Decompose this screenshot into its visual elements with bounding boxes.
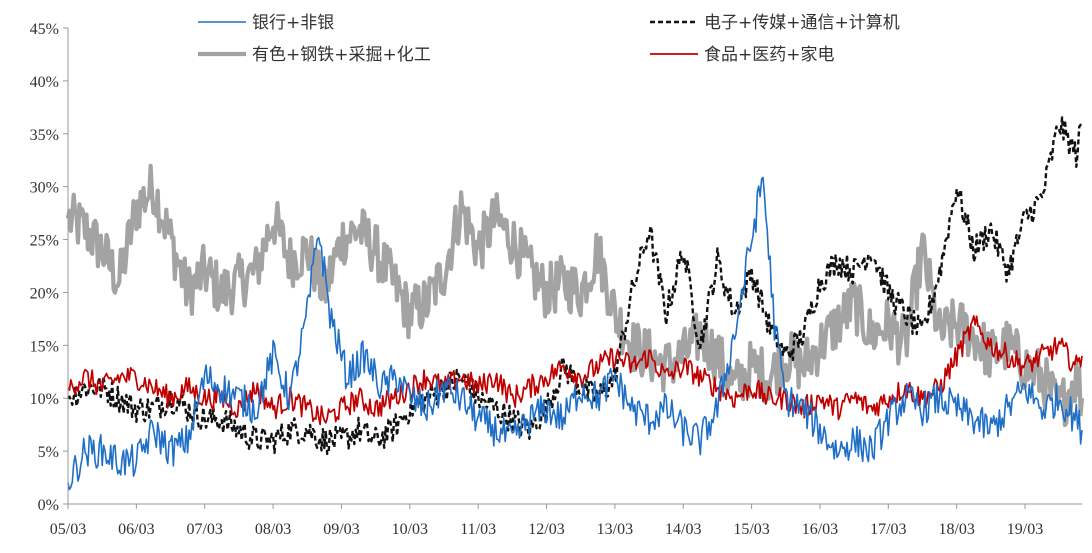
legend-label-0: 银行+非银 (252, 13, 334, 33)
x-tick-label: 07/03 (186, 521, 222, 538)
x-tick-label: 09/03 (323, 521, 359, 538)
legend-label-2: 有色+钢铁+采掘+化工 (252, 45, 431, 65)
y-tick-label: 30% (30, 180, 59, 197)
x-tick-label: 11/03 (460, 521, 496, 538)
x-tick-label: 08/03 (255, 521, 291, 538)
x-tick-label: 15/03 (733, 521, 769, 538)
series-line-2 (65, 163, 1085, 428)
y-tick-label: 45% (30, 21, 59, 38)
y-tick-label: 0% (38, 497, 59, 514)
y-tick-label: 10% (30, 391, 59, 408)
x-ticks: 05/03 06/03 07/03 08/03 09/03 10/03 11/03 12/03… (50, 504, 1043, 538)
series-line-3 (67, 315, 1083, 426)
x-tick-label: 06/03 (118, 521, 154, 538)
series-line-0 (67, 176, 1083, 491)
x-tick-label: 13/03 (597, 521, 633, 538)
x-tick-label: 10/03 (392, 521, 428, 538)
series-layer (65, 116, 1085, 491)
y-tick-label: 15% (30, 338, 59, 355)
series-line-1 (67, 116, 1083, 456)
x-tick-label: 14/03 (665, 521, 701, 538)
y-ticks: 0% 5% 10% 15% 20% 25% 30% 35% 40% 45% (30, 21, 68, 514)
y-tick-label: 40% (30, 74, 59, 91)
legend-label-1: 电子+传媒+通信+计算机 (704, 13, 900, 33)
x-tick-label: 17/03 (870, 521, 906, 538)
y-tick-label: 20% (30, 285, 59, 302)
x-tick-label: 12/03 (528, 521, 564, 538)
x-tick-label: 05/03 (50, 521, 86, 538)
x-tick-label: 16/03 (802, 521, 838, 538)
x-tick-label: 18/03 (938, 521, 974, 538)
axis-layer (67, 28, 1082, 505)
y-tick-label: 5% (38, 444, 59, 461)
y-tick-label: 35% (30, 127, 59, 144)
x-tick-label: 19/03 (1007, 521, 1043, 538)
legend-label-3: 食品+医药+家电 (704, 45, 835, 65)
y-tick-label: 25% (30, 233, 59, 250)
